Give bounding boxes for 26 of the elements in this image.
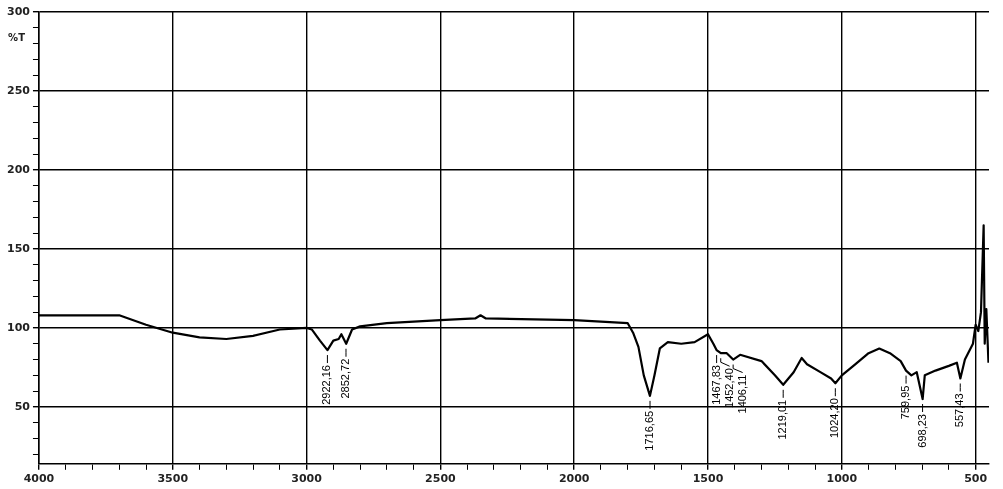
x-tick-label: 2500 <box>425 472 457 486</box>
x-tick-label: 4000 <box>23 472 55 486</box>
y-tick-label: 250 <box>6 83 31 97</box>
y-tick-label: 300 <box>6 4 31 18</box>
annotation: 698,23 <box>915 414 928 448</box>
annotation: 1452,40 <box>722 368 735 408</box>
y-tick-label: 150 <box>6 241 31 255</box>
y-tick-label: 50 <box>14 399 31 413</box>
y-tick-label: 100 <box>6 320 31 334</box>
x-tick-label: 500 <box>964 472 988 486</box>
annotation: 1219,01 <box>776 399 789 440</box>
y-axis-title: %T <box>8 31 26 43</box>
x-tick-label: 2000 <box>558 472 590 486</box>
annotation: 557,43 <box>953 393 966 428</box>
annotation: 759,95 <box>899 385 912 420</box>
annotation: 1716,65 <box>643 410 656 451</box>
y-tick-label: 200 <box>6 162 31 176</box>
annotation: 1467,83 <box>709 365 722 405</box>
x-tick-label: 1000 <box>826 472 858 486</box>
annotation: 1406,11 <box>735 374 748 414</box>
x-tick-label: 3000 <box>291 472 323 486</box>
annotation: 1024,20 <box>828 398 841 438</box>
x-tick-label: 3500 <box>157 472 189 486</box>
annotation: 2922,16 <box>320 365 333 405</box>
x-tick-label: 1500 <box>692 472 724 486</box>
annotation: 2852,72 <box>339 358 352 399</box>
